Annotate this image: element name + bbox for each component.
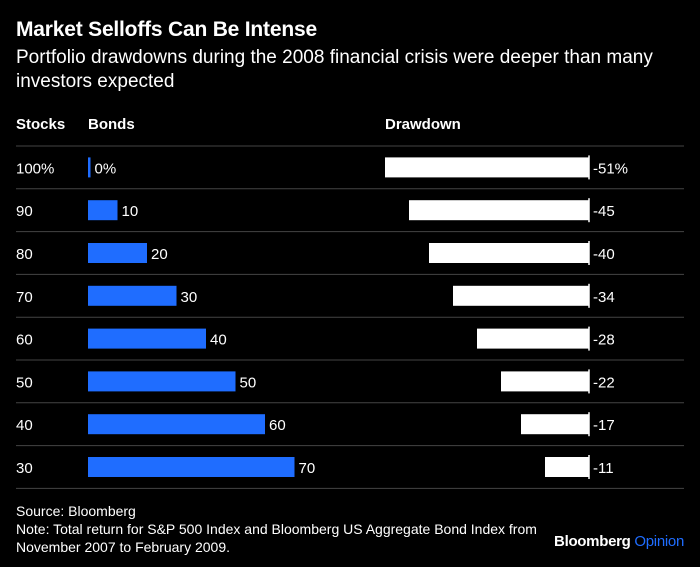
drawdown-value-label: -34 — [593, 289, 615, 306]
stocks-label: 40 — [16, 417, 33, 434]
drawdown-value-label: -11 — [593, 460, 614, 477]
bonds-bar — [88, 157, 91, 178]
bonds-value-label: 0% — [95, 160, 117, 177]
drawdown-bar — [521, 414, 589, 435]
drawdown-bar — [477, 328, 589, 349]
bonds-column-header: Bonds — [88, 116, 135, 133]
stocks-label: 80 — [16, 246, 33, 263]
methodology-note: Note: Total return for S&P 500 Index and… — [16, 521, 537, 555]
bonds-bar — [88, 371, 236, 392]
stocks-label: 100% — [16, 160, 54, 177]
drawdown-bar — [453, 285, 589, 306]
stocks-label: 50 — [16, 374, 33, 391]
bonds-value-label: 10 — [122, 203, 139, 220]
drawdown-value-label: -40 — [593, 246, 615, 263]
stocks-label: 60 — [16, 332, 33, 349]
stocks-label: 90 — [16, 203, 33, 220]
chart-footer: Source: Bloomberg Note: Total return for… — [16, 502, 556, 556]
bonds-value-label: 40 — [210, 332, 227, 349]
drawdown-column-header: Drawdown — [385, 116, 461, 133]
stocks-label: 70 — [16, 289, 33, 306]
bloomberg-opinion-logo: Bloomberg Opinion — [554, 533, 684, 550]
stocks-column-header: Stocks — [16, 116, 66, 133]
chart-subtitle: Portfolio drawdowns during the 2008 fina… — [16, 47, 653, 92]
bonds-value-label: 20 — [151, 246, 168, 263]
drawdown-bar — [429, 243, 589, 263]
drawdown-value-label: -45 — [593, 203, 615, 220]
bonds-bar — [88, 328, 206, 349]
bonds-value-label: 70 — [299, 460, 316, 477]
stocks-label: 30 — [16, 460, 33, 477]
bonds-bar — [88, 457, 295, 477]
brand-suffix: Opinion — [634, 533, 684, 550]
drawdown-bar — [409, 200, 589, 221]
drawdown-bar — [545, 457, 589, 477]
bonds-bar — [88, 200, 118, 221]
bonds-bar — [88, 243, 147, 263]
drawdown-value-label: -51% — [593, 160, 628, 177]
source-note: Source: Bloomberg — [16, 503, 136, 519]
bonds-value-label: 60 — [269, 417, 286, 434]
chart-title: Market Selloffs Can Be Intense — [16, 18, 317, 41]
drawdown-value-label: -17 — [593, 417, 615, 434]
drawdown-bar — [385, 157, 589, 178]
bonds-bar — [88, 285, 177, 306]
bonds-bar — [88, 414, 265, 435]
brand-name: Bloomberg — [554, 533, 631, 550]
bonds-value-label: 50 — [240, 374, 257, 391]
bonds-value-label: 30 — [181, 289, 198, 306]
drawdown-value-label: -22 — [593, 374, 615, 391]
drawdown-bar — [501, 371, 589, 392]
drawdown-value-label: -28 — [593, 332, 615, 349]
